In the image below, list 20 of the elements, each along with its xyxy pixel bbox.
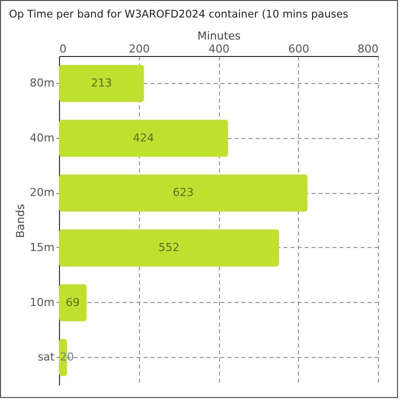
y-tick-label: 20m bbox=[30, 186, 54, 200]
data-label: 20 bbox=[60, 350, 74, 364]
data-label: 69 bbox=[66, 296, 80, 309]
x-tick-label: 600 bbox=[288, 42, 310, 56]
x-tick-label: 200 bbox=[128, 42, 150, 56]
x-tick-label: 0 bbox=[60, 42, 66, 56]
y-tick-label: sat bbox=[38, 350, 56, 364]
y-tick-label: 15m bbox=[30, 240, 54, 254]
x-axis-title: Minutes bbox=[197, 30, 241, 42]
y-axis-title: Bands bbox=[14, 204, 27, 238]
y-tick-label: 80m bbox=[30, 76, 54, 90]
data-label: 552 bbox=[158, 240, 180, 254]
x-tick-label: 800 bbox=[358, 42, 378, 56]
x-tick-label: 400 bbox=[208, 42, 230, 56]
data-label: 623 bbox=[172, 186, 194, 200]
chart-title: Op Time per band for W3AROFD2024 container (10 mins pauses bbox=[9, 8, 348, 20]
y-tick-label: 40m bbox=[30, 131, 54, 144]
data-label: 213 bbox=[90, 76, 112, 90]
data-label: 424 bbox=[133, 131, 154, 144]
y-tick-label: 10m bbox=[30, 296, 54, 309]
